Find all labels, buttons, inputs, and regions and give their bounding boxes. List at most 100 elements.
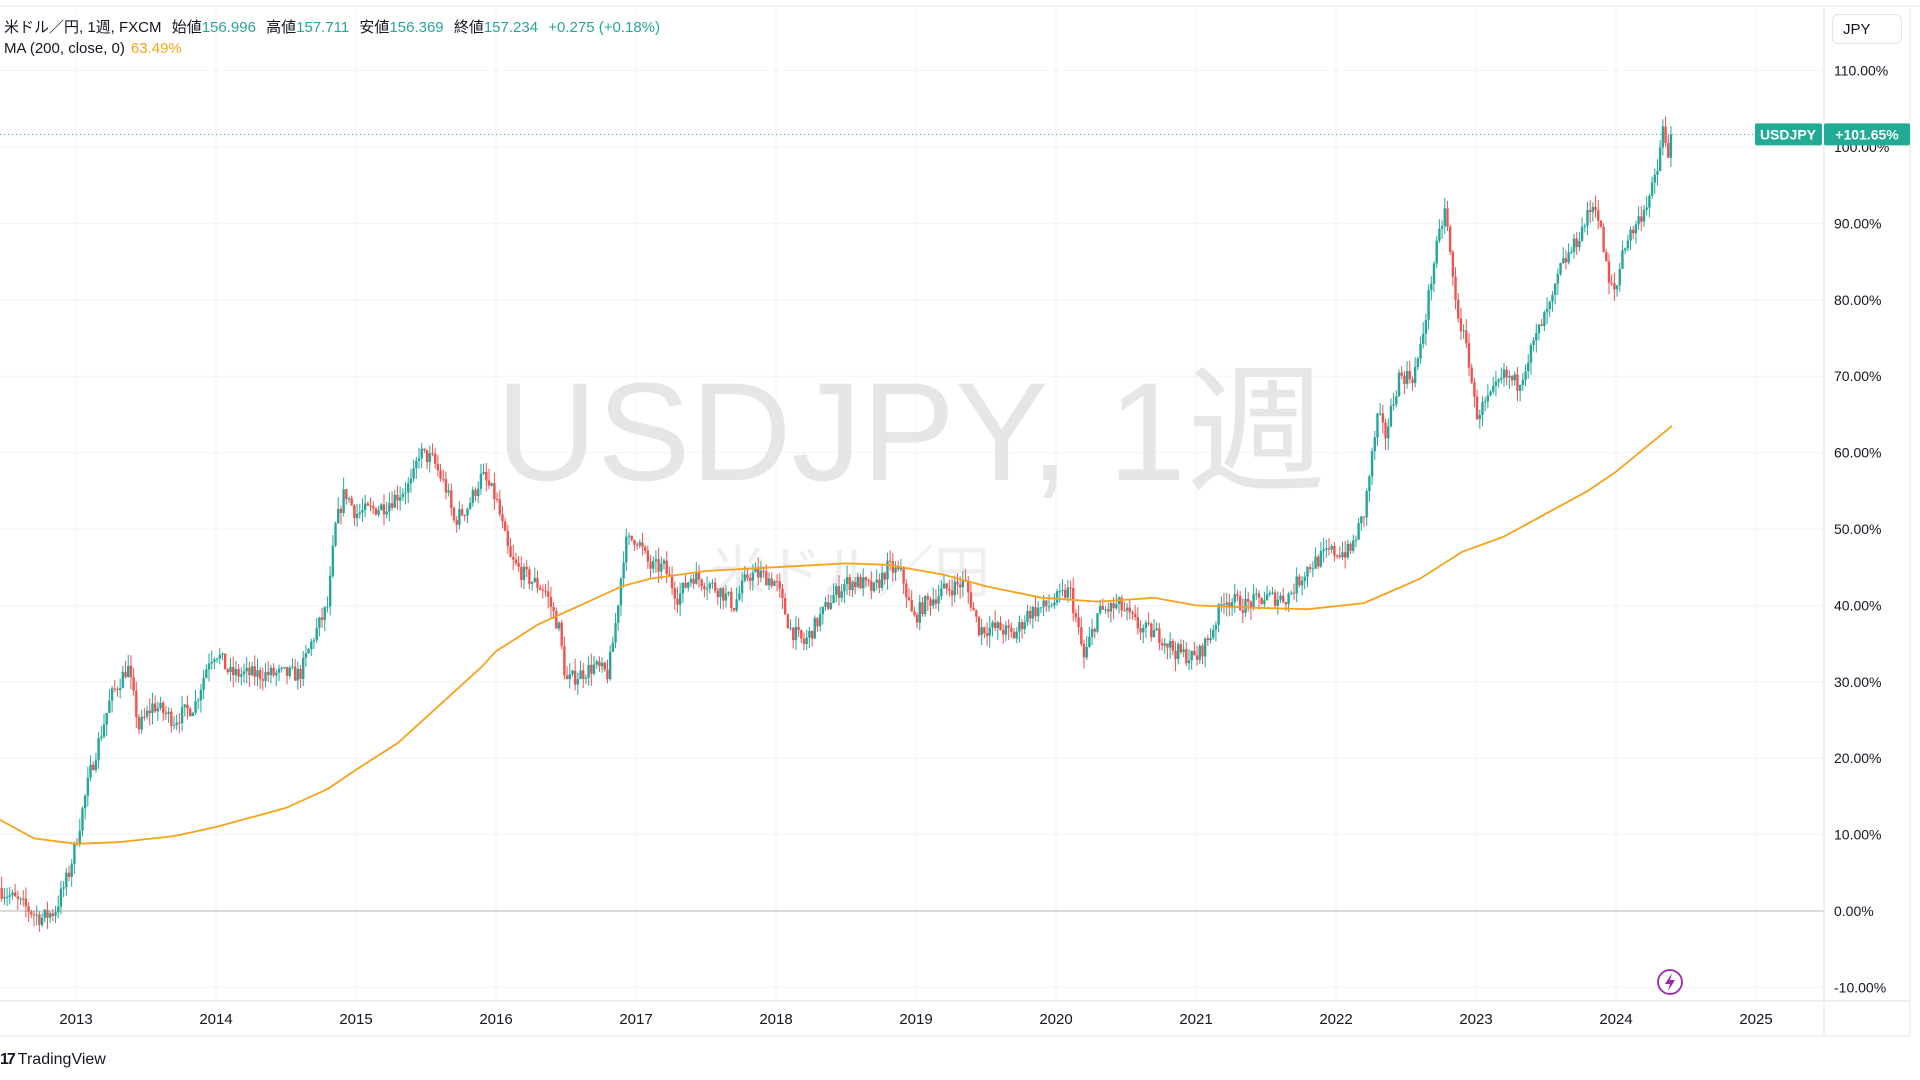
candle-body bbox=[678, 593, 682, 605]
ma-legend[interactable]: MA (200, close, 0) 63.49% bbox=[4, 40, 182, 57]
candle-body bbox=[816, 617, 819, 627]
candle-body bbox=[1085, 646, 1088, 658]
candle-body bbox=[1112, 603, 1115, 609]
candle-body bbox=[748, 577, 752, 581]
candle-body bbox=[1311, 568, 1315, 570]
candle-body bbox=[312, 640, 316, 642]
candle-body bbox=[835, 586, 838, 595]
x-tick-label: 2021 bbox=[1179, 1011, 1212, 1028]
candle-body bbox=[293, 666, 297, 681]
candle-body bbox=[385, 511, 388, 515]
candle-body bbox=[307, 649, 310, 654]
candle-body bbox=[856, 576, 860, 587]
candle-body bbox=[840, 591, 843, 598]
candle-body bbox=[783, 598, 787, 615]
candle-body bbox=[358, 512, 361, 514]
candle-body bbox=[452, 507, 456, 521]
candle-body bbox=[38, 914, 41, 925]
candle-body bbox=[996, 622, 1000, 629]
time-axis[interactable]: 2013 2014 2015 2016 2017 2018 2019 2020 2021 2022… bbox=[59, 1011, 1772, 1028]
candle-body bbox=[59, 888, 63, 907]
candle-body bbox=[264, 671, 267, 681]
y-tick-label: 90.00% bbox=[1834, 215, 1881, 231]
candle-body bbox=[170, 711, 173, 727]
candle-body bbox=[401, 493, 405, 498]
candle-body bbox=[945, 583, 948, 589]
candle-body bbox=[1343, 552, 1347, 558]
candle-body bbox=[172, 724, 176, 727]
candle-body bbox=[186, 704, 189, 709]
x-tick-label: 2016 bbox=[479, 1011, 512, 1028]
candle-body bbox=[62, 887, 65, 889]
candle-body bbox=[337, 508, 340, 524]
candle-body bbox=[1346, 543, 1350, 558]
candle-body bbox=[638, 542, 641, 546]
candle-body bbox=[450, 490, 453, 508]
tradingview-logo[interactable]: 17 TradingView bbox=[0, 1051, 106, 1069]
candle-body bbox=[528, 569, 531, 584]
price-axis[interactable]: 110.00%100.00%90.00%80.00%70.00%60.00%50… bbox=[1834, 63, 1889, 996]
candle-body bbox=[1376, 413, 1379, 438]
candle-body bbox=[1018, 622, 1021, 632]
candle-body bbox=[299, 668, 302, 679]
candle-body bbox=[1518, 384, 1522, 391]
candle-body bbox=[135, 690, 138, 718]
candle-body bbox=[907, 597, 911, 601]
candle-body bbox=[205, 669, 208, 678]
candle-body bbox=[221, 653, 224, 655]
candle-body bbox=[565, 675, 569, 680]
candle-body bbox=[1206, 638, 1210, 641]
candle-body bbox=[603, 662, 606, 670]
candle-body bbox=[921, 602, 924, 615]
candle-body bbox=[926, 596, 930, 600]
candle-body bbox=[1535, 333, 1538, 341]
currency-button[interactable]: JPY bbox=[1832, 14, 1902, 44]
candle-body bbox=[1220, 604, 1223, 606]
candle-body bbox=[538, 587, 542, 590]
candle-body bbox=[1583, 225, 1586, 227]
candle-body bbox=[1273, 592, 1277, 606]
candle-body bbox=[334, 523, 337, 546]
candle-body bbox=[1645, 207, 1648, 210]
candle-body bbox=[1470, 367, 1473, 383]
candle-body bbox=[1225, 602, 1228, 605]
candle-body bbox=[485, 471, 488, 481]
candle-body bbox=[829, 603, 833, 609]
candle-body bbox=[1370, 451, 1374, 477]
candle-body bbox=[805, 637, 808, 645]
candle-body bbox=[477, 488, 480, 496]
x-tick-label: 2025 bbox=[1739, 1011, 1772, 1028]
x-tick-label: 2015 bbox=[339, 1011, 372, 1028]
candle-body bbox=[902, 567, 905, 584]
candle-body bbox=[948, 588, 951, 591]
candle-body bbox=[100, 736, 103, 739]
candle-body bbox=[425, 450, 429, 463]
candle-body bbox=[342, 489, 345, 514]
candle-body bbox=[16, 896, 20, 899]
watermark-title: USDJPY, 1週 bbox=[496, 353, 1326, 510]
candle-body bbox=[598, 661, 601, 667]
candle-body bbox=[918, 602, 921, 623]
candle-body bbox=[883, 572, 886, 580]
candle-body bbox=[732, 608, 736, 611]
candle-body bbox=[1341, 552, 1344, 558]
candle-body bbox=[1432, 263, 1436, 284]
x-tick-label: 2017 bbox=[619, 1011, 652, 1028]
alert-lightning-button[interactable] bbox=[1657, 969, 1683, 995]
candle-body bbox=[240, 674, 243, 677]
candle-body bbox=[234, 669, 238, 676]
candle-body bbox=[845, 577, 849, 584]
candle-body bbox=[1101, 606, 1105, 610]
candle-body bbox=[1292, 592, 1296, 594]
candle-body bbox=[870, 580, 873, 591]
candle-body bbox=[366, 503, 370, 506]
candle-body bbox=[1362, 516, 1366, 518]
candle-body bbox=[1381, 413, 1385, 423]
candle-body bbox=[447, 490, 450, 493]
candle-body bbox=[746, 574, 749, 578]
candle-body bbox=[1513, 374, 1516, 381]
candle-body bbox=[1610, 282, 1613, 284]
candle-body bbox=[482, 471, 485, 474]
candle-body bbox=[913, 611, 916, 615]
